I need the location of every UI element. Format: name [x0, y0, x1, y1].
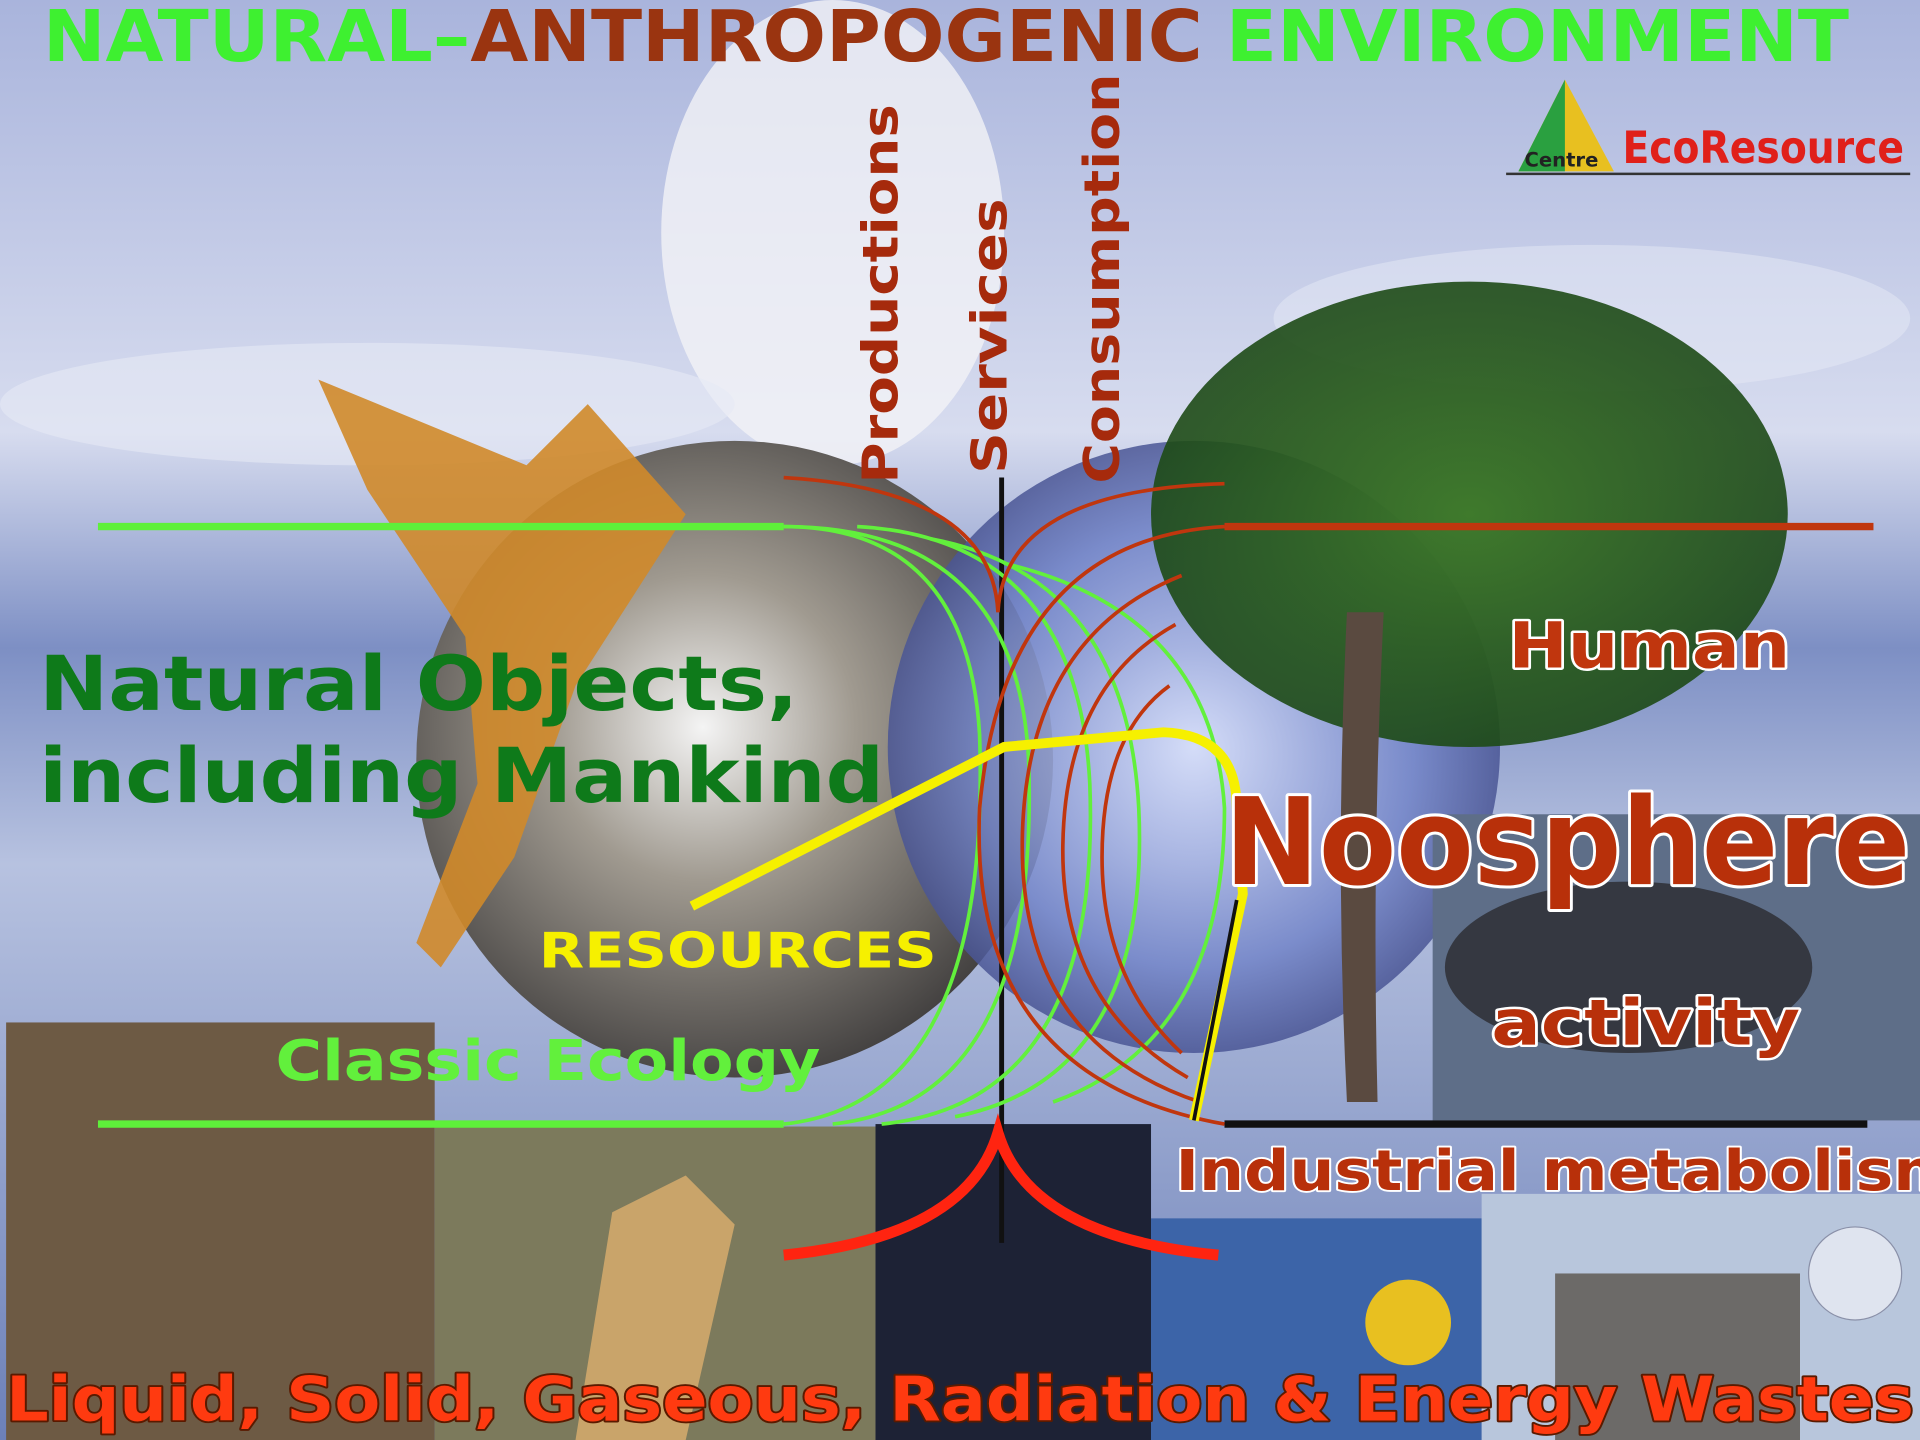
noosphere-label: Noosphere — [1224, 774, 1910, 913]
poster: Centre EcoResource NATURAL–ANTHROPOGENIC… — [0, 0, 1920, 1440]
title-part: NATURAL– — [43, 0, 470, 78]
classic-ecology-label: Classic Ecology — [276, 1029, 821, 1094]
industrial-metabolism-label: Industrial metabolism — [1176, 1139, 1920, 1204]
wastes-label: Liquid, Solid, Gaseous, Radiation & Ener… — [6, 1364, 1914, 1435]
title-part: ENVIRONMENT — [1226, 0, 1850, 78]
human-label: Human — [1509, 609, 1791, 683]
natural-objects-line: Natural Objects, — [39, 640, 798, 728]
logo-name: EcoResource — [1622, 123, 1904, 174]
flow-label: Services — [962, 198, 1019, 474]
title-part: ANTHROPOGENIC — [470, 0, 1202, 78]
flow-label: Productions — [853, 104, 910, 484]
natural-objects-line: including Mankind — [39, 732, 884, 820]
body: Centre EcoResource NATURAL–ANTHROPOGENIC… — [0, 0, 1920, 1440]
logo-centre: Centre — [1524, 149, 1598, 172]
page: Natural–Anthropogenic Environment {"titl… — [0, 0, 1920, 1440]
flow-label: Consumption — [1074, 73, 1131, 483]
radiation-sign — [1365, 1280, 1451, 1366]
activity-label: activity — [1491, 986, 1800, 1060]
title: NATURAL–ANTHROPOGENIC ENVIRONMENT — [43, 0, 1850, 78]
avert-logo — [1809, 1227, 1902, 1320]
resources-label: RESOURCES — [539, 922, 937, 979]
